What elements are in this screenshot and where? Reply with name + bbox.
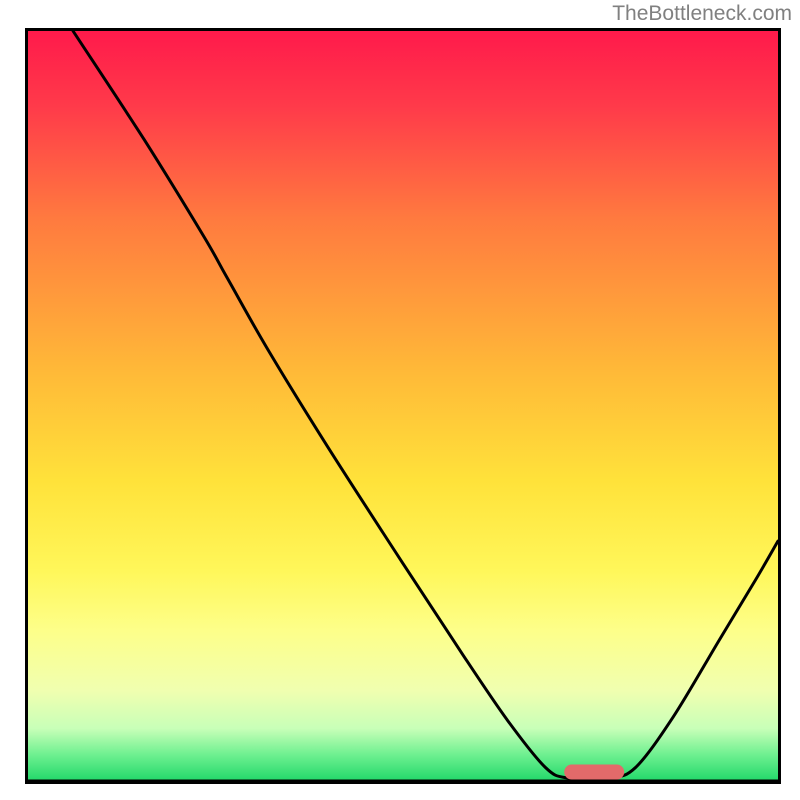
bottleneck-curve — [73, 31, 778, 779]
watermark-text: TheBottleneck.com — [612, 2, 792, 26]
optimal-marker — [564, 765, 624, 780]
curve-layer — [28, 31, 778, 781]
chart-plot-area — [25, 28, 781, 784]
